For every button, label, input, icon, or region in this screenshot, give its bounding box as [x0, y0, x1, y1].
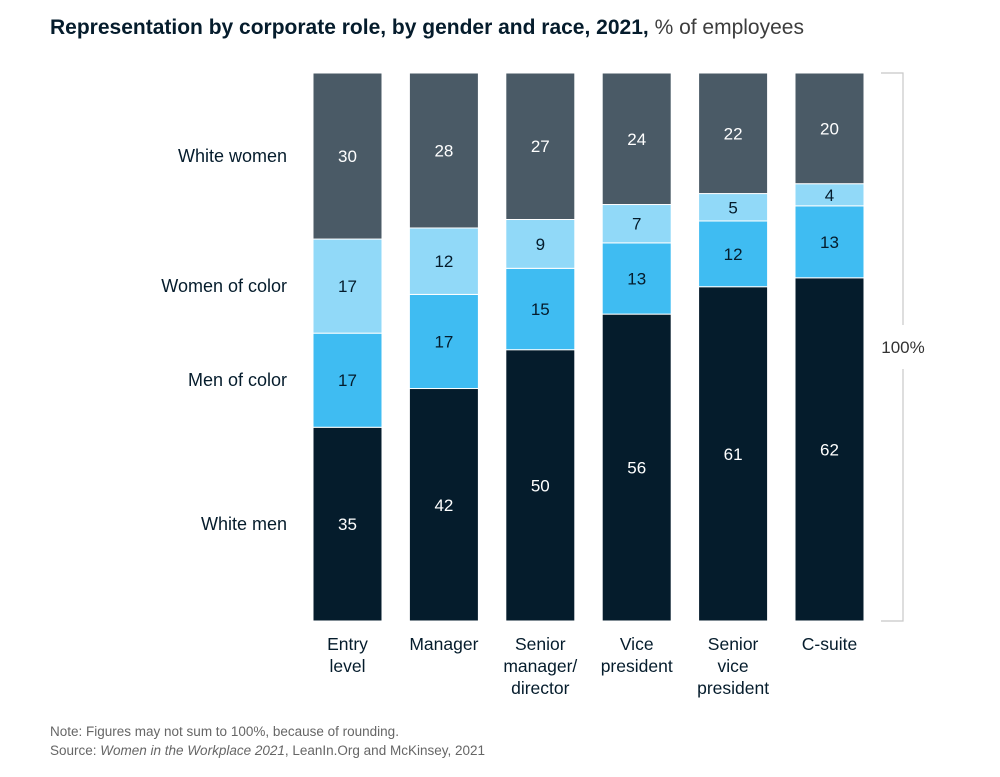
bar-segment-men-of-color — [601, 242, 672, 315]
bar-segment-white-women — [408, 72, 479, 229]
bar-segment-men-of-color — [794, 205, 865, 279]
chart-title: Representation by corporate role, by gen… — [50, 16, 804, 40]
bar-segment-women-of-color — [601, 204, 672, 244]
source-suffix: , LeanIn.Org and McKinsey, 2021 — [284, 743, 485, 758]
data-label-men-of-color: 13 — [627, 270, 646, 289]
data-label-white-women: 24 — [627, 130, 646, 149]
category-label: Vice — [620, 634, 654, 654]
data-label-white-men: 50 — [531, 476, 550, 495]
data-label-white-men: 62 — [820, 440, 839, 459]
data-label-white-women: 28 — [434, 141, 453, 160]
data-label-men-of-color: 17 — [434, 332, 453, 351]
data-label-women-of-color: 12 — [434, 252, 453, 271]
data-label-women-of-color: 9 — [536, 235, 545, 254]
bar-segment-white-men — [505, 349, 576, 622]
bar-segment-women-of-color — [698, 193, 769, 222]
data-label-women-of-color: 17 — [338, 277, 357, 296]
data-label-white-men: 56 — [627, 459, 646, 478]
category-label: president — [697, 678, 769, 698]
chart-title-main: Representation by corporate role, by gen… — [50, 16, 649, 39]
data-label-white-women: 22 — [724, 124, 743, 143]
category-label: director — [511, 678, 570, 698]
bar-segment-men-of-color — [505, 267, 576, 351]
source-title: Women in the Workplace 2021 — [100, 743, 285, 758]
bar-segment-white-men — [698, 286, 769, 622]
category-label: vice — [718, 656, 749, 676]
chart-notes: Note: Figures may not sum to 100%, becau… — [50, 722, 485, 760]
series-label-white-men: White men — [201, 514, 287, 534]
bar-segment-white-women — [601, 72, 672, 206]
source-text: Source: Women in the Workplace 2021, Lea… — [50, 741, 485, 760]
category-label: Manager — [409, 634, 478, 654]
data-label-women-of-color: 7 — [632, 215, 641, 234]
chart-title-unit: % of employees — [654, 16, 804, 39]
series-label-men-of-color: Men of color — [188, 370, 287, 390]
category-label: level — [330, 656, 366, 676]
category-label: C-suite — [802, 634, 857, 654]
data-label-women-of-color: 5 — [728, 198, 737, 217]
data-label-white-women: 30 — [338, 147, 357, 166]
note-text: Note: Figures may not sum to 100%, becau… — [50, 724, 399, 739]
bar-segment-white-women — [698, 72, 769, 195]
bar-segment-white-men — [312, 426, 383, 622]
bar-segment-women-of-color — [312, 238, 383, 334]
category-label: Senior — [515, 634, 566, 654]
category-label: Senior — [708, 634, 759, 654]
data-label-men-of-color: 15 — [531, 300, 550, 319]
bar-segment-white-women — [794, 72, 865, 185]
total-bracket-upper — [881, 72, 904, 325]
category-label: manager/ — [503, 656, 577, 676]
data-label-white-women: 27 — [531, 137, 550, 156]
bar-segment-white-women — [312, 72, 383, 240]
data-label-women-of-color: 4 — [825, 186, 834, 205]
series-label-white-women: White women — [178, 146, 287, 166]
data-label-white-men: 61 — [724, 445, 743, 464]
bar-segment-women-of-color — [408, 227, 479, 295]
bar-segment-men-of-color — [312, 332, 383, 428]
data-label-men-of-color: 17 — [338, 371, 357, 390]
bar-segment-white-men — [601, 313, 672, 622]
category-label: president — [601, 656, 673, 676]
data-label-white-men: 42 — [434, 496, 453, 515]
source-prefix: Source: — [50, 743, 101, 758]
category-label: Entry — [327, 634, 368, 654]
series-label-women-of-color: Women of color — [161, 276, 287, 296]
bar-segment-white-men — [794, 277, 865, 622]
total-label: 100% — [881, 338, 924, 357]
data-label-men-of-color: 12 — [724, 245, 743, 264]
data-label-men-of-color: 13 — [820, 233, 839, 252]
bar-segment-white-women — [505, 72, 576, 220]
data-label-white-men: 35 — [338, 515, 357, 534]
data-label-white-women: 20 — [820, 119, 839, 138]
bar-segment-men-of-color — [698, 220, 769, 288]
total-bracket-lower — [881, 369, 904, 622]
